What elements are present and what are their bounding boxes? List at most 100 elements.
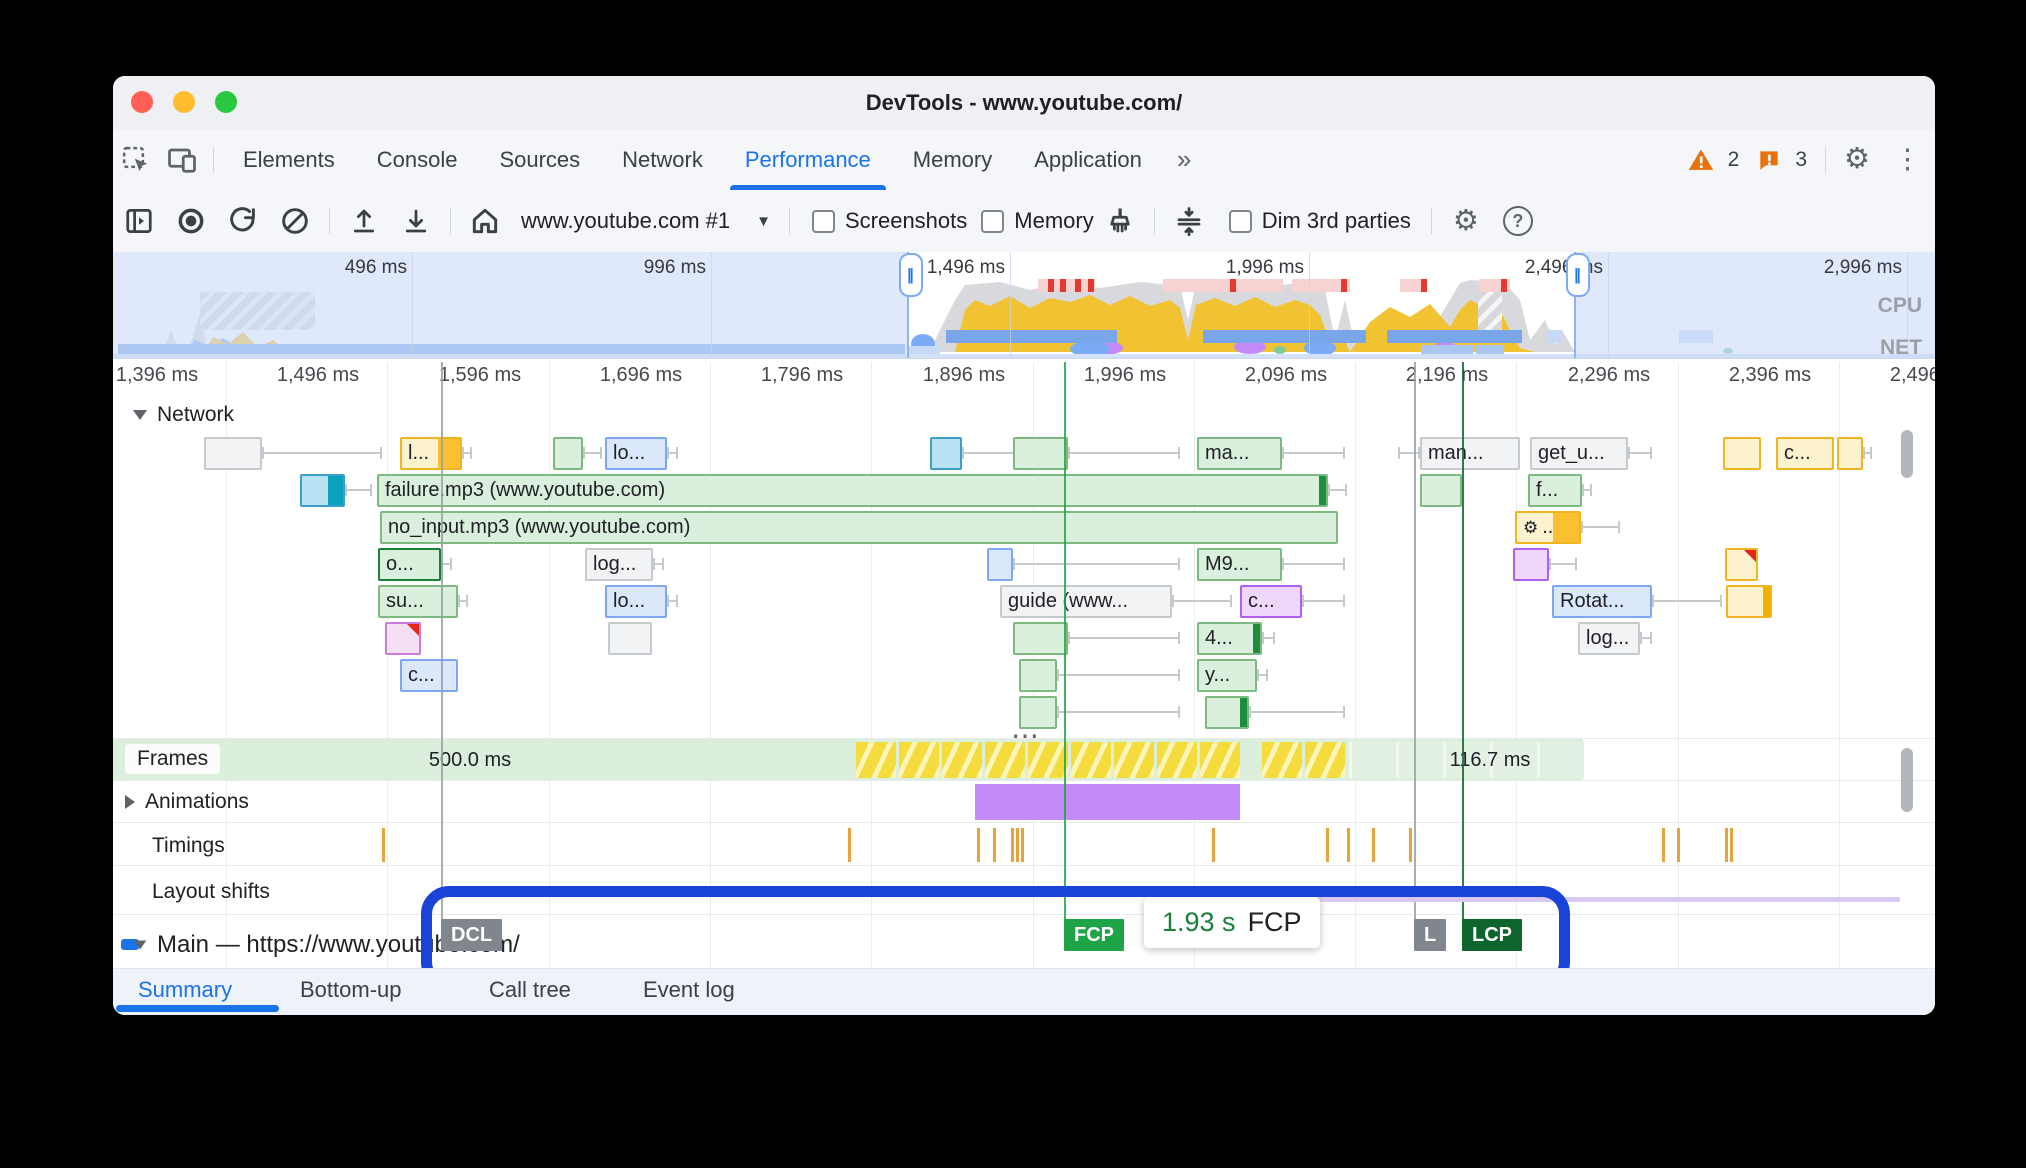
network-request[interactable]: M9... [1197, 548, 1282, 581]
memory-checkbox[interactable] [981, 209, 1005, 233]
animations-track-header[interactable]: Animations [125, 790, 249, 814]
network-request[interactable] [930, 437, 962, 470]
settings-gear-icon[interactable]: ⚙ [1844, 143, 1870, 175]
clear-icon[interactable] [275, 201, 315, 241]
record-icon[interactable] [171, 201, 211, 241]
tab-sources[interactable]: Sources [499, 146, 581, 172]
network-request[interactable]: f... [1528, 474, 1582, 507]
network-request[interactable] [300, 474, 345, 507]
network-request[interactable] [1837, 437, 1863, 470]
network-scrollbar-thumb[interactable] [1901, 430, 1913, 478]
network-request[interactable]: y... [1197, 659, 1257, 692]
device-toolbar-icon[interactable] [165, 143, 199, 177]
partially-presented-frame[interactable] [1305, 742, 1345, 778]
timing-tick[interactable] [382, 828, 385, 862]
network-request[interactable]: 4... [1197, 622, 1262, 655]
network-request[interactable] [987, 548, 1013, 581]
help-icon[interactable]: ? [1498, 201, 1538, 241]
network-request[interactable] [1205, 696, 1249, 729]
zoom-window-button[interactable] [215, 91, 237, 113]
frame[interactable] [1537, 742, 1584, 778]
network-request[interactable] [1725, 548, 1758, 581]
network-request[interactable]: log... [1578, 622, 1640, 655]
network-request[interactable]: get_u... [1530, 437, 1628, 470]
frame[interactable] [1396, 742, 1443, 778]
network-request[interactable] [1723, 437, 1761, 470]
network-request[interactable]: c... [1776, 437, 1834, 470]
selection-edge[interactable] [907, 252, 909, 358]
timing-tick[interactable] [1016, 828, 1019, 862]
partially-presented-frame[interactable] [1262, 742, 1302, 778]
timing-tick[interactable] [1326, 828, 1329, 862]
network-request[interactable] [385, 622, 421, 655]
fcp-marker-badge[interactable]: FCP [1064, 919, 1124, 951]
timing-tick[interactable] [848, 828, 851, 862]
partially-presented-frame[interactable] [899, 742, 939, 778]
capture-settings-gear-icon[interactable]: ⚙ [1452, 204, 1479, 237]
selection-edge[interactable] [1574, 252, 1576, 358]
upload-profile-icon[interactable] [344, 201, 384, 241]
download-profile-icon[interactable] [396, 201, 436, 241]
network-request[interactable]: man... [1420, 437, 1520, 470]
bottom-tab-bottom-up[interactable]: Bottom-up [300, 977, 402, 1002]
timing-tick[interactable] [1011, 828, 1014, 862]
timings-track-label[interactable]: Timings [152, 834, 225, 857]
partially-presented-frame[interactable] [942, 742, 982, 778]
network-track-header[interactable]: Network [133, 403, 234, 427]
network-request[interactable] [608, 622, 652, 655]
minimize-window-button[interactable] [173, 91, 195, 113]
screenshots-checkbox[interactable] [811, 209, 835, 233]
network-request[interactable] [1013, 437, 1068, 470]
network-request[interactable] [1726, 585, 1772, 618]
network-request[interactable]: c... [400, 659, 458, 692]
network-request[interactable] [1013, 622, 1068, 655]
network-request[interactable] [1513, 548, 1549, 581]
bottom-tab-summary[interactable]: Summary [138, 977, 233, 1002]
timing-tick[interactable] [977, 828, 980, 862]
kebab-menu-icon[interactable]: ⋮ [1894, 144, 1921, 174]
network-request[interactable] [204, 437, 262, 470]
network-request[interactable] [1019, 659, 1057, 692]
tab-application[interactable]: Application [1034, 146, 1142, 172]
partially-presented-frame[interactable] [1157, 742, 1197, 778]
frame[interactable] [1349, 742, 1396, 778]
collect-garbage-icon[interactable] [1100, 201, 1140, 241]
timing-tick[interactable] [1021, 828, 1024, 862]
bottom-tab-event-log[interactable]: Event log [643, 977, 735, 1002]
partially-presented-frame[interactable] [1071, 742, 1111, 778]
dcl-marker-badge[interactable]: DCL [441, 919, 503, 951]
dim-3rd-parties-checkbox[interactable] [1228, 209, 1252, 233]
network-request[interactable]: o... [378, 548, 441, 581]
timing-tick[interactable] [1730, 828, 1733, 862]
tracks-scrollbar-thumb[interactable] [1901, 748, 1913, 812]
network-request[interactable]: lo... [605, 585, 667, 618]
tab-network[interactable]: Network [622, 146, 703, 172]
timing-tick[interactable] [1677, 828, 1680, 862]
timing-tick[interactable] [1372, 828, 1375, 862]
tab-console[interactable]: Console [376, 146, 458, 172]
frames-track-label[interactable]: Frames [125, 744, 221, 774]
target-select[interactable]: www.youtube.com #1 ▼ [521, 208, 771, 234]
network-request[interactable]: no_input.mp3 (www.youtube.com) [380, 511, 1338, 544]
network-request[interactable]: su... [378, 585, 458, 618]
timing-tick[interactable] [1347, 828, 1350, 862]
lcp-marker-badge[interactable]: LCP [1462, 919, 1522, 951]
timeline-overview[interactable]: 496 ms 996 ms 1,496 ms 1,996 ms 2,496 ms 2,99… [113, 252, 1935, 359]
toggle-sidebar-icon[interactable] [119, 201, 159, 241]
frame[interactable] [1443, 742, 1490, 778]
selection-handle-right[interactable]: ∥ [1566, 253, 1590, 297]
partially-presented-frame[interactable] [1028, 742, 1068, 778]
close-window-button[interactable] [131, 91, 153, 113]
reload-record-icon[interactable] [223, 201, 263, 241]
network-request[interactable]: ⚙... [1515, 511, 1581, 544]
timing-tick[interactable] [1212, 828, 1215, 862]
selection-handle-left[interactable]: ∥ [899, 253, 923, 297]
track-divider-dots[interactable]: ⋯ [1011, 720, 1041, 751]
partially-presented-frame[interactable] [856, 742, 896, 778]
collapse-tracks-icon[interactable] [1169, 201, 1209, 241]
tab-elements[interactable]: Elements [243, 146, 335, 172]
animation-bar[interactable] [975, 784, 1240, 820]
partially-presented-frame[interactable] [985, 742, 1025, 778]
layout-shifts-track-label[interactable]: Layout shifts [152, 880, 270, 903]
home-icon[interactable] [465, 201, 505, 241]
